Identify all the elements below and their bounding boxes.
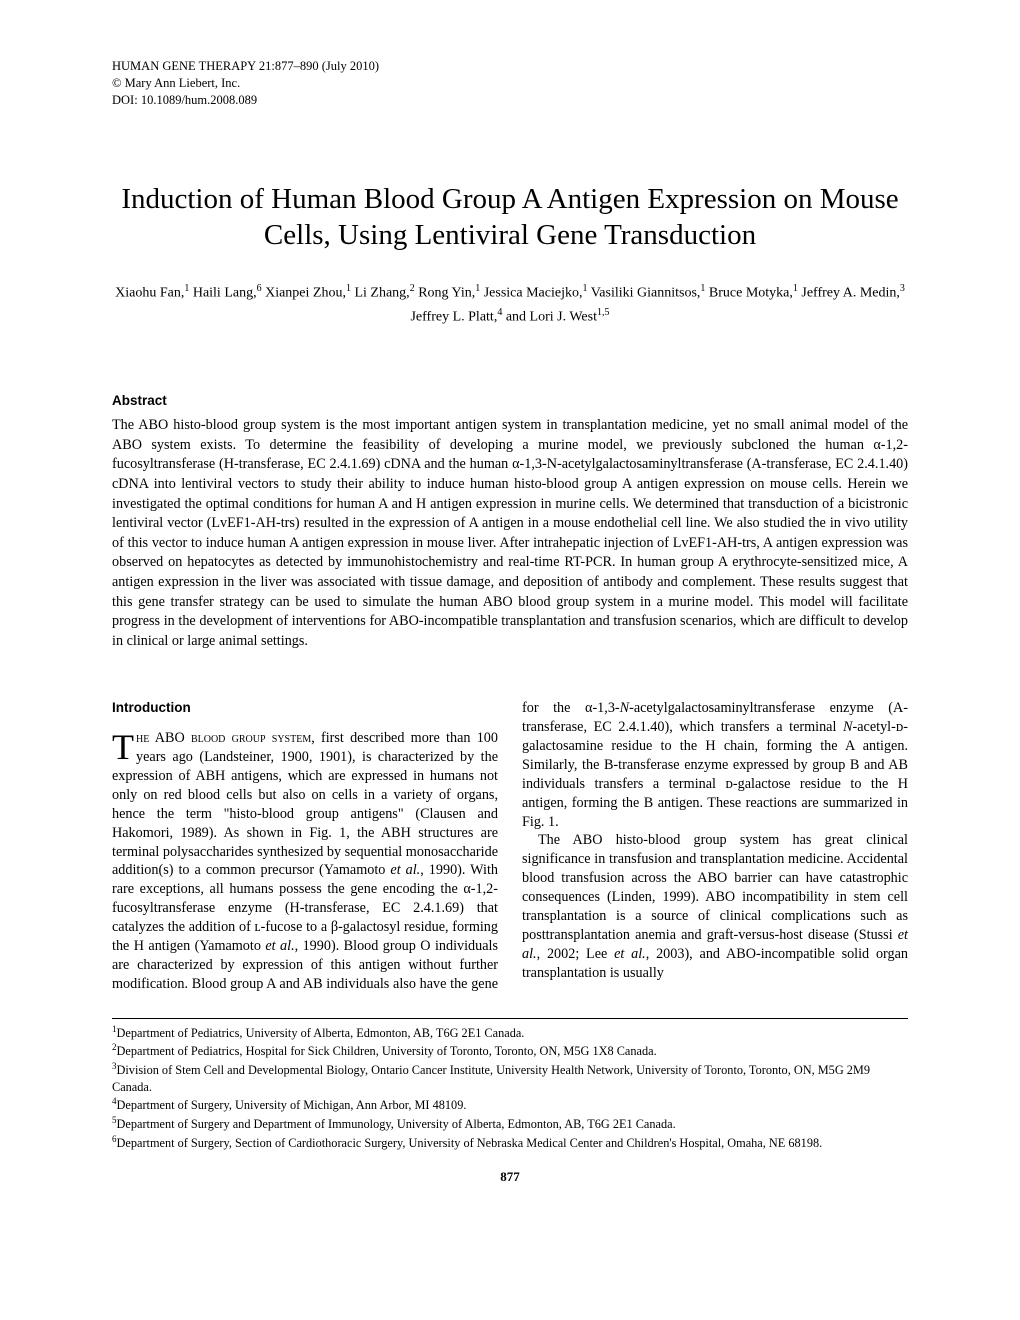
lead-smallcaps: he ABO blood group system,: [136, 730, 315, 746]
introduction-heading: Introduction: [112, 699, 498, 717]
journal-line-1: HUMAN GENE THERAPY 21:877–890 (July 2010…: [112, 58, 908, 75]
abstract-text: The ABO histo-blood group system is the …: [112, 416, 908, 651]
journal-header: HUMAN GENE THERAPY 21:877–890 (July 2010…: [112, 58, 908, 109]
footnote-5: 5Department of Surgery and Department of…: [112, 1114, 908, 1133]
article-title: Induction of Human Blood Group A Antigen…: [120, 181, 900, 254]
footnote-6: 6Department of Surgery, Section of Cardi…: [112, 1133, 908, 1152]
footnote-1: 1Department of Pediatrics, University of…: [112, 1023, 908, 1042]
footnote-4: 4Department of Surgery, University of Mi…: [112, 1095, 908, 1114]
affiliation-footnotes: 1Department of Pediatrics, University of…: [112, 1018, 908, 1152]
introduction-para-2: The ABO histo-blood group system has gre…: [522, 831, 908, 982]
footnote-2: 2Department of Pediatrics, Hospital for …: [112, 1041, 908, 1060]
introduction-section: Introduction The ABO blood group system,…: [112, 699, 908, 993]
footnote-3: 3Division of Stem Cell and Developmental…: [112, 1060, 908, 1095]
page-number: 877: [112, 1169, 908, 1185]
journal-line-3: DOI: 10.1089/hum.2008.089: [112, 92, 908, 109]
journal-line-2: © Mary Ann Liebert, Inc.: [112, 75, 908, 92]
dropcap: T: [112, 729, 136, 763]
abstract-heading: Abstract: [112, 393, 908, 408]
abstract-section: Abstract The ABO histo-blood group syste…: [112, 393, 908, 651]
author-list: Xiaohu Fan,1 Haili Lang,6 Xianpei Zhou,1…: [112, 281, 908, 329]
